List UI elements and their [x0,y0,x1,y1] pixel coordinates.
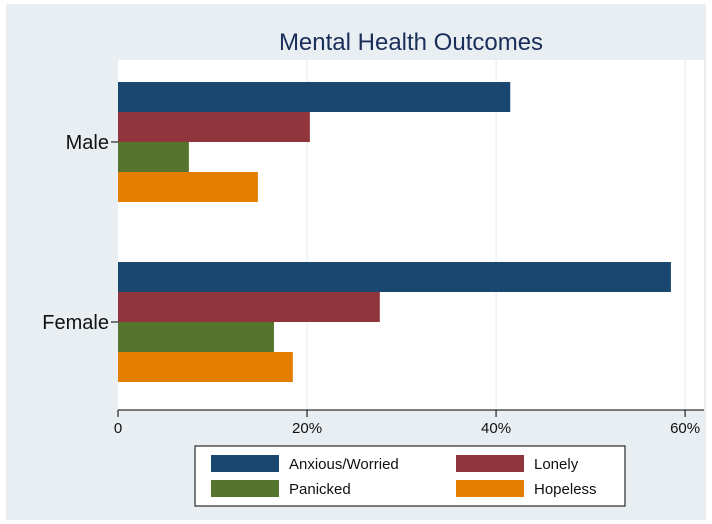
bar-male-hopeless [118,172,258,202]
x-tick-label: 20% [292,420,322,437]
chart-svg: Mental Health Outcomes Male Female 0 20% 40… [6,4,706,520]
x-tick-label: 40% [481,420,511,437]
legend-label-anxious-worried: Anxious/Worried [289,456,399,473]
chart-title: Mental Health Outcomes [279,29,543,56]
legend-swatch-lonely [456,455,524,472]
legend-swatch-anxious-worried [211,455,279,472]
x-tick-label: 60% [670,420,700,437]
bar-female-hopeless [118,352,293,382]
legend-label-hopeless: Hopeless [534,481,597,498]
legend-swatch-hopeless [456,480,524,497]
legend-label-panicked: Panicked [289,481,351,498]
legend-label-lonely: Lonely [534,456,579,473]
bar-female-panicked [118,322,274,352]
bar-male-anxious-worried [118,82,510,112]
bar-male-lonely [118,112,310,142]
bar-male-panicked [118,142,189,172]
category-label-female: Female [42,312,109,334]
legend-swatch-panicked [211,480,279,497]
x-tick-label: 0 [114,420,122,437]
bar-female-anxious-worried [118,262,671,292]
category-labels: Male Female [42,132,118,334]
chart-figure: Mental Health Outcomes Male Female 0 20% 40… [6,4,706,520]
bar-female-lonely [118,292,380,322]
x-axis-ticks: 0 20% 40% 60% [114,410,700,437]
category-label-male: Male [66,132,109,154]
